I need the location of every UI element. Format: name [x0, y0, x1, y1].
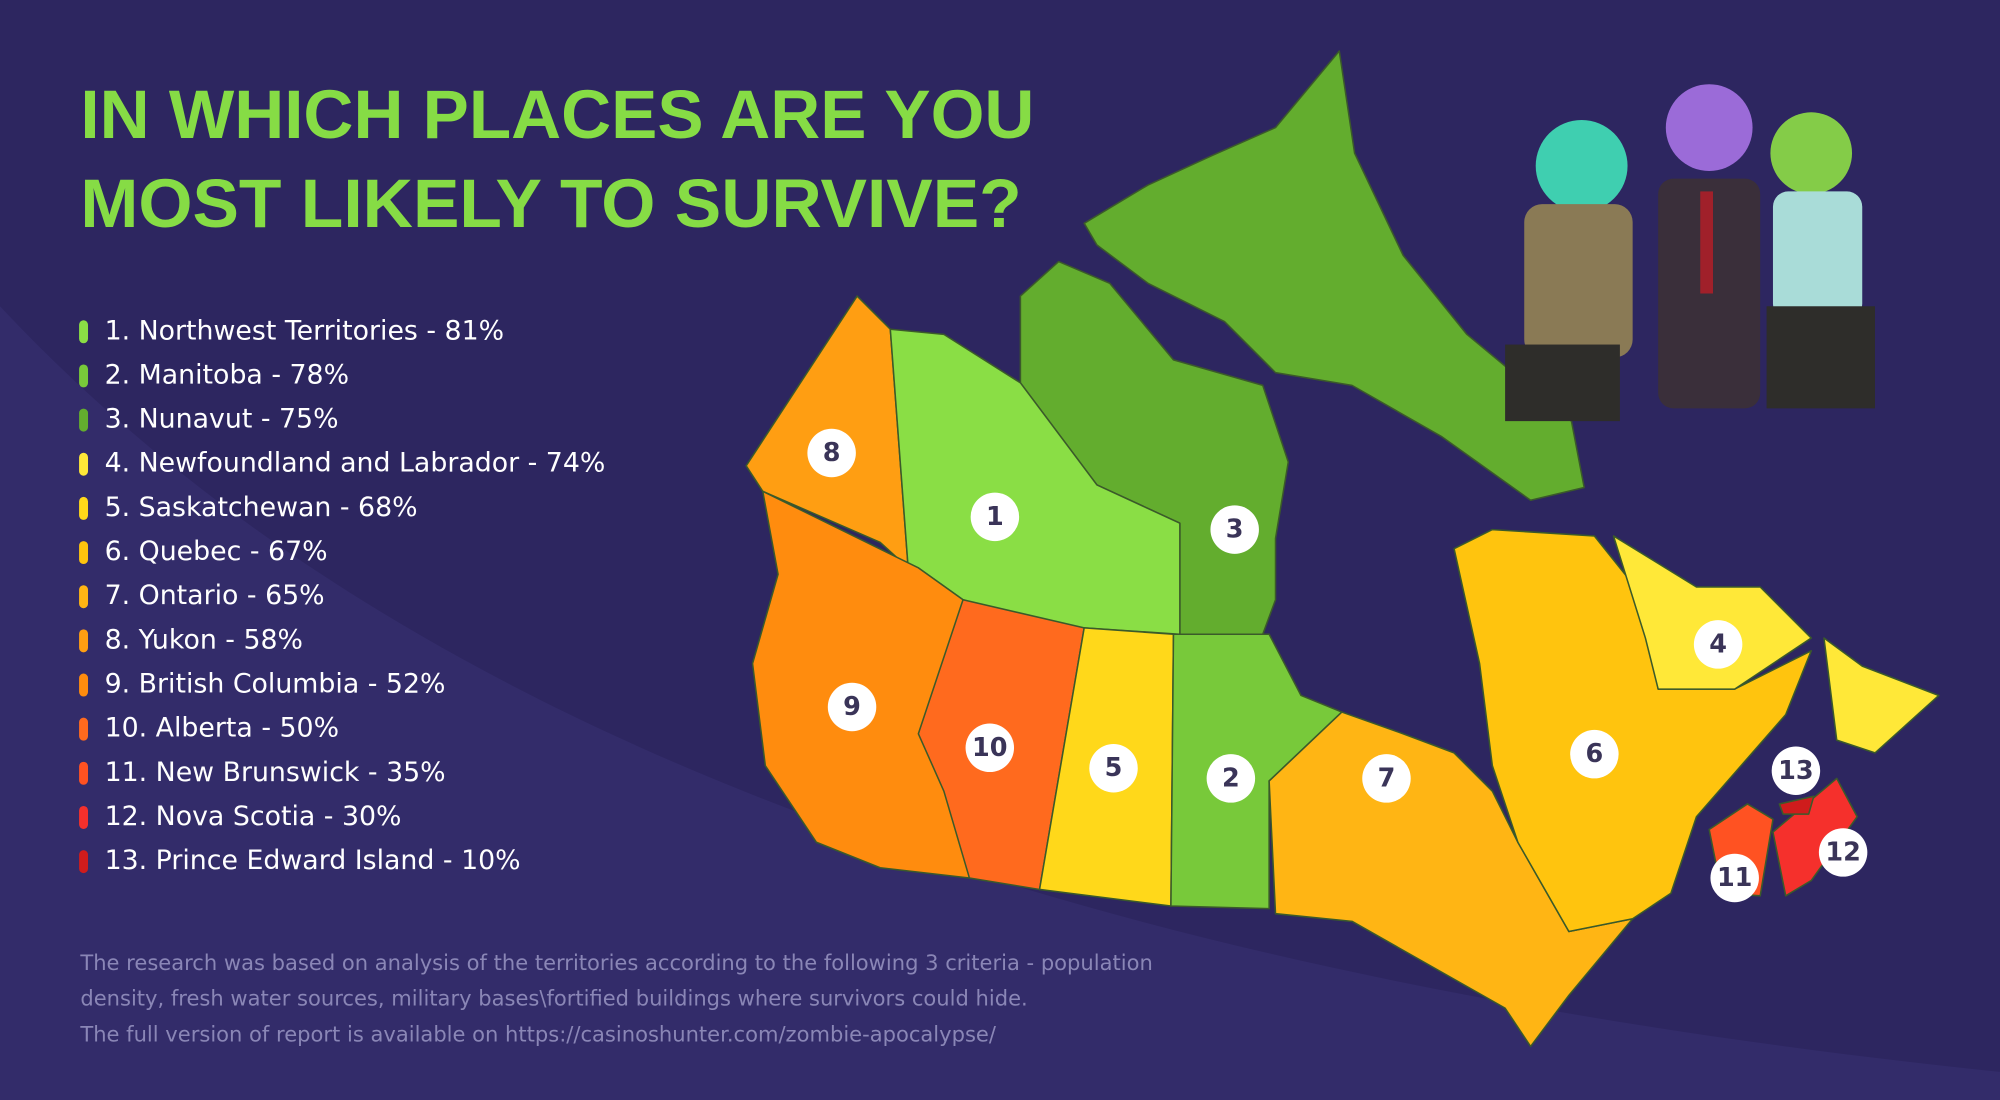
map-marker — [827, 682, 877, 732]
province — [1778, 795, 1815, 815]
province — [1453, 528, 1812, 933]
map-marker-label: 11 — [1717, 863, 1752, 893]
map-marker-label: 2 — [1222, 763, 1240, 793]
legend-bullet — [79, 585, 89, 609]
legend-bullet — [79, 320, 89, 344]
map-marker — [965, 723, 1015, 773]
map-marker — [1089, 743, 1138, 793]
province — [1268, 711, 1634, 1048]
legend-bullet — [79, 541, 89, 565]
province — [1612, 535, 1812, 690]
map-marker — [1206, 754, 1256, 803]
legend-bullet — [79, 673, 89, 697]
legend-bullet — [79, 496, 89, 520]
map-marker-label: 8 — [823, 438, 841, 468]
background-curve — [0, 306, 2000, 1100]
legend-bullet — [79, 717, 89, 741]
legend-item: 6. Quebec - 67% — [105, 536, 328, 567]
legend-item: 10. Alberta - 50% — [105, 713, 339, 744]
legend-item: 3. Nunavut - 75% — [105, 404, 339, 435]
map-marker — [1362, 754, 1411, 803]
legend-item: 4. Newfoundland and Labrador - 74% — [105, 448, 606, 479]
map-marker-label: 7 — [1378, 763, 1396, 793]
province — [1083, 50, 1585, 501]
map-marker — [970, 492, 1020, 542]
note-line: density, fresh water sources, military b… — [80, 986, 1027, 1011]
map-marker-label: 9 — [843, 692, 861, 722]
map-marker-label: 10 — [972, 733, 1007, 763]
province — [1823, 637, 1940, 754]
title-line: MOST LIKELY TO SURVIVE? — [80, 165, 1021, 242]
map-marker-label: 3 — [1226, 515, 1244, 545]
map-marker-label: 6 — [1586, 739, 1604, 769]
legend-item: 7. Ontario - 65% — [105, 580, 325, 611]
legend-item: 2. Manitoba - 78% — [105, 359, 349, 390]
map-marker-label: 12 — [1825, 837, 1860, 867]
title-line: IN WHICH PLACES ARE YOU — [80, 76, 1034, 153]
legend-item: 12. Nova Scotia - 30% — [105, 801, 402, 832]
map-marker — [1693, 620, 1743, 669]
map-marker — [1771, 746, 1821, 796]
map-marker — [1710, 853, 1759, 903]
legend-bullet — [79, 850, 89, 874]
legend-bullet — [79, 452, 89, 476]
map-marker-label: 1 — [986, 502, 1004, 532]
map-marker-label: 5 — [1105, 753, 1123, 783]
legend-item: 11. New Brunswick - 35% — [105, 757, 446, 788]
map-marker — [807, 428, 856, 478]
note-line: The full version of report is available … — [79, 1021, 997, 1046]
legend-bullet — [79, 805, 89, 829]
legend-item: 8. Yukon - 58% — [105, 624, 303, 655]
note-line: The research was based on analysis of th… — [79, 950, 1152, 975]
legend-bullet — [79, 761, 89, 785]
legend-bullet — [79, 364, 89, 388]
map-marker — [1210, 505, 1259, 554]
legend-item: 9. British Columbia - 52% — [105, 669, 446, 700]
map-marker — [1818, 828, 1868, 877]
legend-bullet — [79, 408, 89, 432]
legend-list: 1. Northwest Territories - 81% 2. Manitob… — [79, 315, 605, 876]
legend-item: 13. Prince Edward Island - 10% — [105, 845, 521, 876]
legend-bullet — [79, 629, 89, 653]
map-marker — [1570, 729, 1619, 779]
legend-item: 1. Northwest Territories - 81% — [105, 315, 504, 346]
legend-item: 5. Saskatchewan - 68% — [105, 492, 418, 523]
map-marker-label: 13 — [1778, 756, 1813, 786]
zombie-illustration — [1505, 84, 1875, 422]
map-marker-label: 4 — [1709, 629, 1727, 659]
